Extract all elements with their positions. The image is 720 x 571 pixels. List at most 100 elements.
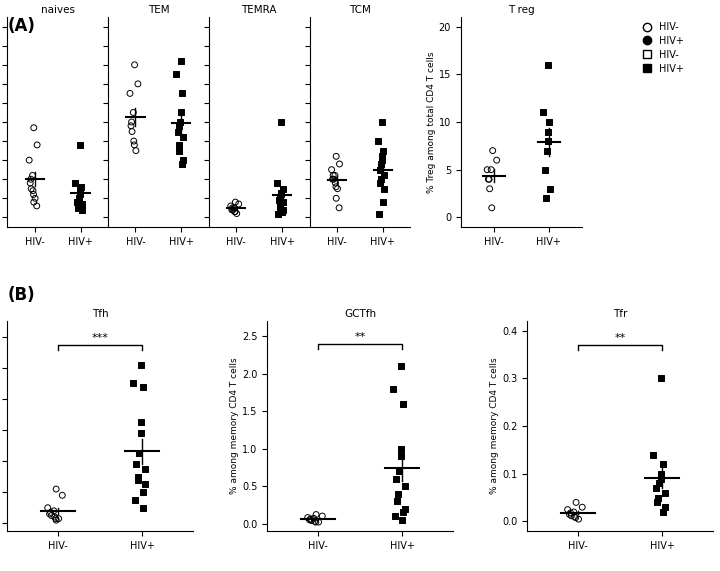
Point	[332, 184, 343, 194]
Point	[30, 194, 41, 203]
Point	[308, 514, 320, 523]
Point	[173, 146, 184, 155]
Point	[395, 452, 406, 461]
Point	[25, 175, 37, 184]
Point	[317, 512, 328, 521]
Point	[482, 165, 493, 174]
Point	[569, 512, 580, 521]
Point	[226, 205, 238, 214]
Point	[485, 165, 497, 174]
Point	[125, 121, 137, 130]
Point	[393, 467, 405, 476]
Point	[399, 504, 410, 513]
Point	[274, 203, 285, 212]
Point	[379, 171, 390, 180]
Point	[229, 207, 240, 216]
Legend: HIV-, HIV+, HIV-, HIV+: HIV-, HIV+, HIV-, HIV+	[637, 22, 684, 74]
Point	[227, 203, 238, 212]
Title: T reg: T reg	[508, 5, 534, 15]
Point	[76, 205, 88, 214]
Point	[570, 498, 582, 507]
Point	[176, 89, 188, 98]
Point	[276, 190, 287, 199]
Point	[330, 194, 342, 203]
Point	[272, 209, 284, 218]
Point	[395, 444, 407, 453]
Point	[31, 202, 42, 211]
Point	[327, 175, 338, 184]
Point	[227, 205, 238, 214]
Point	[73, 194, 84, 203]
Point	[233, 199, 245, 208]
Point	[491, 155, 503, 164]
Point	[273, 196, 284, 205]
Y-axis label: % Treg among total CD4 T cells: % Treg among total CD4 T cells	[427, 51, 436, 193]
Text: **: **	[354, 332, 366, 342]
Point	[568, 508, 580, 517]
Point	[28, 198, 40, 207]
Point	[171, 70, 182, 79]
Point	[70, 179, 81, 188]
Point	[654, 474, 666, 483]
Point	[42, 503, 53, 512]
Point	[542, 60, 554, 69]
Point	[132, 472, 144, 481]
Point	[230, 198, 241, 207]
Point	[483, 175, 495, 184]
Title: Tfh: Tfh	[91, 309, 108, 319]
Point	[334, 159, 346, 168]
Point	[565, 508, 577, 517]
Point	[276, 188, 287, 197]
Point	[32, 140, 43, 150]
Point	[377, 118, 388, 127]
Point	[130, 146, 142, 155]
Point	[577, 502, 588, 512]
Point	[374, 165, 385, 174]
Point	[28, 190, 40, 199]
Point	[484, 184, 495, 194]
Point	[74, 190, 86, 199]
Point	[46, 511, 58, 520]
Point	[375, 175, 387, 184]
Point	[135, 429, 146, 438]
Point	[652, 493, 664, 502]
Point	[172, 127, 184, 136]
Point	[28, 123, 40, 132]
Point	[333, 203, 345, 212]
Point	[377, 152, 388, 161]
Point	[392, 489, 404, 498]
Point	[228, 203, 240, 212]
Point	[305, 514, 316, 524]
Point	[57, 490, 68, 500]
Point	[309, 517, 320, 526]
Point	[657, 460, 669, 469]
Point	[330, 152, 342, 161]
Point	[562, 505, 573, 514]
Point	[539, 165, 551, 174]
Point	[138, 382, 149, 391]
Text: (B): (B)	[7, 286, 35, 304]
Point	[278, 198, 289, 207]
Point	[71, 198, 83, 207]
Title: naives: naives	[40, 5, 75, 15]
Point	[231, 209, 243, 218]
Point	[176, 159, 187, 168]
Y-axis label: % among memory CD4 T cells: % among memory CD4 T cells	[230, 358, 239, 494]
Point	[372, 136, 384, 146]
Point	[225, 202, 237, 211]
Point	[74, 184, 86, 194]
Point	[304, 515, 315, 524]
Point	[76, 182, 87, 191]
Point	[399, 481, 410, 490]
Point	[274, 202, 286, 211]
Point	[375, 159, 387, 168]
Point	[25, 184, 37, 194]
Point	[310, 510, 322, 519]
Point	[544, 118, 555, 127]
Point	[177, 132, 189, 142]
Point	[74, 140, 86, 150]
Point	[139, 480, 150, 489]
Point	[373, 209, 384, 218]
Point	[312, 517, 324, 526]
Point	[377, 198, 389, 207]
